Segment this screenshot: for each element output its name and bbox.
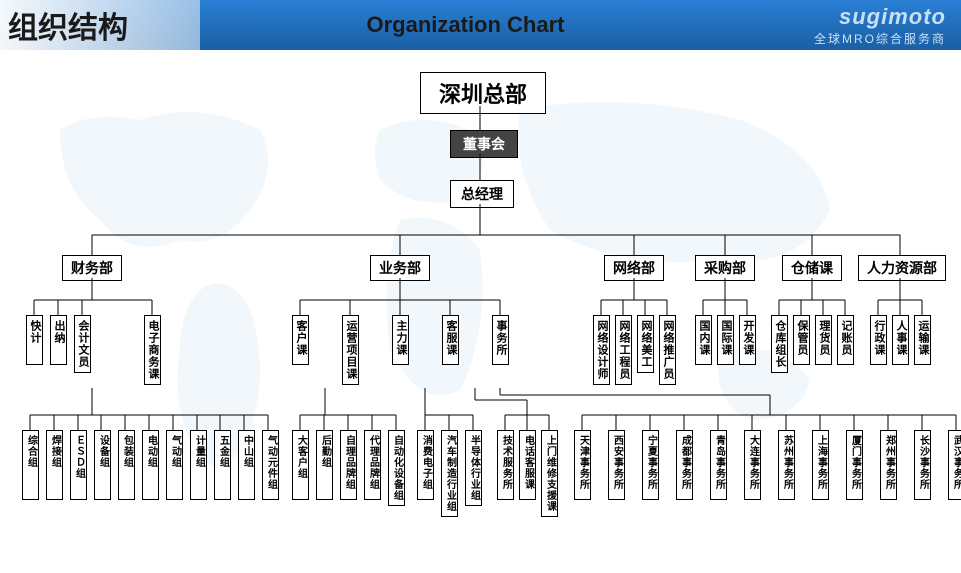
l6-fin-0: 综合组: [22, 430, 39, 500]
l5-biz-0: 客户课: [292, 315, 309, 365]
l5-pur-1: 国际课: [717, 315, 734, 365]
l5-wh-1: 保管员: [793, 315, 810, 365]
l6-off-8: 厦门事务所: [846, 430, 863, 500]
l6-fin-5: 电动组: [142, 430, 159, 500]
l6-off-10: 长沙事务所: [914, 430, 931, 500]
l6-b1-3: 代理品牌组: [364, 430, 381, 500]
l6-off-4: 青岛事务所: [710, 430, 727, 500]
dept-warehouse: 仓储课: [782, 255, 842, 281]
l5-biz-3: 客服课: [442, 315, 459, 365]
l5-net-3: 网络推广员: [659, 315, 676, 385]
l6-fin-2: ＥＳＤ组: [70, 430, 87, 500]
l5-wh-3: 记账员: [837, 315, 854, 365]
title-zh: 组织结构: [0, 0, 200, 50]
l5-pur-0: 国内课: [695, 315, 712, 365]
l6-off-3: 成都事务所: [676, 430, 693, 500]
title-en: Organization Chart: [200, 12, 731, 38]
l6-off-9: 郑州事务所: [880, 430, 897, 500]
l6-fin-8: 五金组: [214, 430, 231, 500]
board-box: 董事会: [450, 130, 518, 158]
gm-box: 总经理: [450, 180, 514, 208]
l5-hr-2: 运输课: [914, 315, 931, 365]
l5-pur-2: 开发课: [739, 315, 756, 365]
l5-biz-1: 运营项目课: [342, 315, 359, 385]
l5-fin-3: 电子商务课: [144, 315, 161, 385]
l6-off-2: 宁夏事务所: [642, 430, 659, 500]
l6-off-6: 苏州事务所: [778, 430, 795, 500]
l6-b3-2: 上门维修支援课: [541, 430, 558, 517]
l6-fin-1: 焊接组: [46, 430, 63, 500]
dept-business: 业务部: [370, 255, 430, 281]
dept-finance: 财务部: [62, 255, 122, 281]
l5-biz-4: 事务所: [492, 315, 509, 365]
l6-fin-3: 设备组: [94, 430, 111, 500]
l6-fin-9: 中山组: [238, 430, 255, 500]
l5-hr-0: 行政课: [870, 315, 887, 365]
l5-wh-0: 仓库组长: [771, 315, 788, 373]
l5-fin-0: 快计: [26, 315, 43, 365]
l5-fin-2: 会计文员: [74, 315, 91, 373]
l6-b1-0: 大客户组: [292, 430, 309, 500]
l5-wh-2: 理货员: [815, 315, 832, 365]
dept-purchase: 采购部: [695, 255, 755, 281]
l6-fin-7: 计量组: [190, 430, 207, 500]
logo-block: sugimoto 全球MRO综合服务商: [731, 4, 961, 47]
l6-b1-4: 自动化设备组: [388, 430, 405, 506]
org-chart: 深圳总部 董事会 总经理 财务部 业务部 网络部 采购部 仓储课 人力资源部 快…: [0, 60, 961, 573]
l5-biz-2: 主力课: [392, 315, 409, 365]
dept-network: 网络部: [604, 255, 664, 281]
l6-b1-1: 后勤组: [316, 430, 333, 500]
l6-b2-1: 汽车制造行业组: [441, 430, 458, 517]
l6-fin-10: 气动元件组: [262, 430, 279, 500]
logo-text: sugimoto: [731, 4, 946, 30]
l6-fin-4: 包装组: [118, 430, 135, 500]
l5-fin-1: 出纳: [50, 315, 67, 365]
l5-net-2: 网络美工: [637, 315, 654, 373]
header: 组织结构 Organization Chart sugimoto 全球MRO综合…: [0, 0, 961, 50]
l6-off-5: 大连事务所: [744, 430, 761, 500]
l6-b2-0: 消费电子组: [417, 430, 434, 500]
l6-b2-2: 半导体行业组: [465, 430, 482, 506]
l6-off-11: 武汉事务所: [948, 430, 961, 500]
l5-hr-1: 人事课: [892, 315, 909, 365]
l6-b1-2: 自理品牌组: [340, 430, 357, 500]
dept-hr: 人力资源部: [858, 255, 946, 281]
l6-off-1: 西安事务所: [608, 430, 625, 500]
l6-off-0: 天津事务所: [574, 430, 591, 500]
l6-off-7: 上海事务所: [812, 430, 829, 500]
hq-box: 深圳总部: [420, 72, 546, 114]
l5-net-0: 网络设计师: [593, 315, 610, 385]
l6-b3-1: 电话客服课: [519, 430, 536, 500]
l5-net-1: 网络工程员: [615, 315, 632, 385]
logo-subtitle: 全球MRO综合服务商: [731, 30, 946, 47]
l6-fin-6: 气动组: [166, 430, 183, 500]
l6-b3-0: 技术服务所: [497, 430, 514, 500]
